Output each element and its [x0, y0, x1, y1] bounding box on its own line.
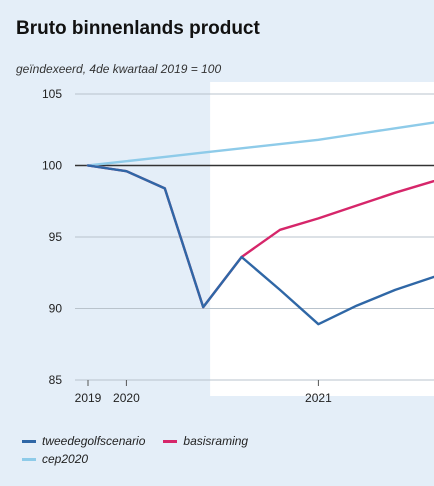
legend-row: cep2020 — [22, 450, 266, 468]
legend-row: tweedegolfscenario basisraming — [22, 432, 266, 450]
series-line — [86, 164, 434, 326]
legend-item: tweedegolfscenario — [22, 434, 145, 448]
chart-subtitle: geïndexeerd, 4de kwartaal 2019 = 100 — [16, 62, 222, 76]
y-tick-label: 100 — [42, 159, 62, 173]
y-tick-label: 95 — [49, 230, 63, 244]
forecast-background — [210, 82, 434, 396]
legend-label: cep2020 — [42, 452, 89, 466]
legend-label: basisraming — [183, 434, 249, 448]
legend-label: tweedegolfscenario — [42, 434, 146, 448]
legend-swatch — [22, 439, 36, 443]
x-tick-label: 2021 — [305, 391, 332, 405]
y-tick-label: 85 — [49, 373, 63, 387]
legend-item: basisraming — [163, 434, 248, 448]
y-tick-label: 105 — [42, 87, 62, 101]
legend-swatch — [163, 439, 178, 443]
legend-swatch — [22, 457, 36, 461]
chart-title: Bruto binnenlands product — [16, 18, 260, 39]
legend-item: cep2020 — [22, 452, 88, 466]
x-tick-label: 2019 — [75, 391, 102, 405]
legend: tweedegolfscenario basisraming cep2020 — [22, 432, 266, 468]
x-tick-label: 2020 — [113, 391, 140, 405]
series-line — [86, 121, 434, 167]
y-tick-label: 90 — [49, 302, 63, 316]
